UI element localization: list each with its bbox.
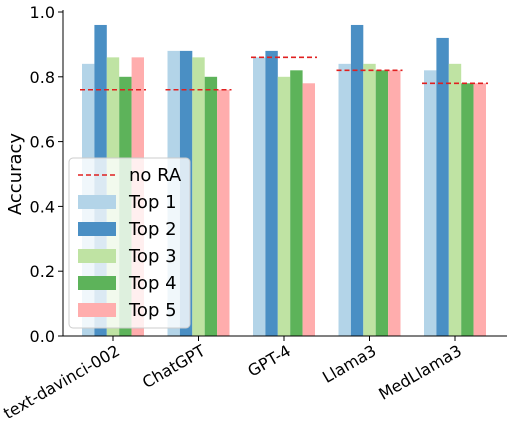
y-axis-label: Accuracy	[5, 133, 26, 216]
x-tick-label-4: MedLlama3	[375, 341, 465, 404]
legend-label-top-3: Top 3	[128, 246, 177, 267]
bar-top-2-2	[265, 50, 278, 336]
bar-top-5-2	[302, 83, 315, 336]
bar-top-2-4	[436, 37, 449, 337]
x-tick-label-3: Llama3	[319, 341, 379, 387]
y-tick-label-3: 0.6	[30, 133, 55, 152]
legend-label-top-1: Top 1	[128, 192, 177, 213]
bar-top-4-3	[375, 70, 389, 336]
bar-top-3-2	[277, 76, 291, 337]
bar-top-4-1	[204, 76, 218, 337]
bar-top-1-3	[338, 63, 351, 337]
bar-top-1-4	[424, 70, 437, 336]
y-tick-label-4: 0.8	[30, 68, 55, 87]
bar-top-1-2	[253, 57, 266, 337]
bar-top-5-1	[217, 89, 230, 336]
bar-top-3-1	[192, 57, 205, 337]
bar-top-4-2	[290, 70, 303, 336]
legend-swatch-top-2	[78, 222, 116, 236]
y-tick-label-2: 0.4	[30, 197, 55, 216]
y-tick-label-1: 0.2	[30, 262, 55, 281]
legend-swatch-top-5	[78, 303, 116, 317]
bar-top-3-4	[448, 63, 462, 337]
baseline-layer	[80, 56, 488, 91]
bar-top-3-3	[363, 63, 376, 337]
x-tick-label-0: text-davinci-002	[0, 341, 123, 423]
x-tick-label-2: GPT-4	[244, 341, 294, 381]
legend: no RA Top 1 Top 2 Top 3 Top 4 Top 5	[68, 157, 191, 329]
legend-label-top-2: Top 2	[128, 219, 177, 240]
bar-top-5-4	[473, 83, 486, 336]
legend-label-top-4: Top 4	[128, 273, 177, 294]
legend-label-no-ra: no RA	[129, 165, 182, 186]
y-tick-label-5: 1.0	[30, 3, 55, 22]
legend-swatch-top-4	[78, 276, 116, 290]
bar-top-2-3	[350, 24, 364, 337]
legend-swatch-top-3	[78, 249, 116, 263]
bar-top-4-4	[461, 83, 474, 336]
bar-top-5-3	[388, 70, 401, 336]
legend-label-top-5: Top 5	[128, 300, 177, 321]
y-tick-label-0: 0.0	[30, 327, 55, 346]
x-tick-label-1: ChatGPT	[139, 341, 209, 392]
legend-swatch-top-1	[78, 195, 116, 209]
